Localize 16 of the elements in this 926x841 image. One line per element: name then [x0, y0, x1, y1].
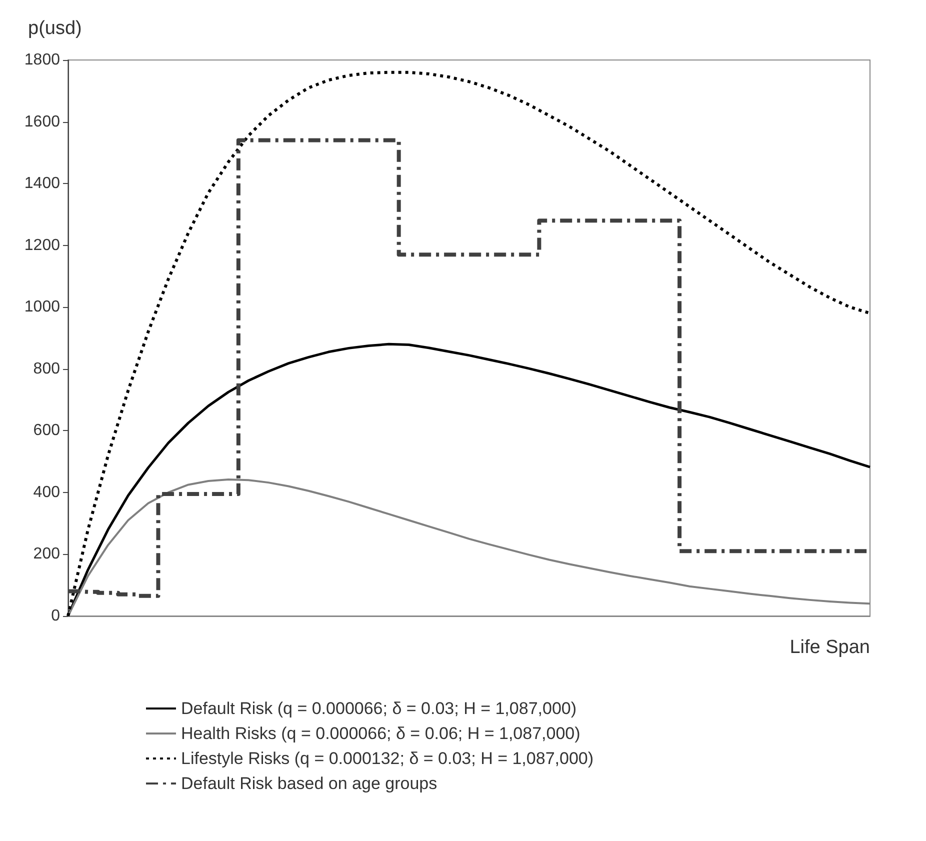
y-tick-label: 1000 — [24, 298, 60, 316]
x-axis-title: Life Span — [790, 637, 870, 658]
legend-label: Default Risk (q = 0.000066; δ = 0.03; H = 1,087,000) — [181, 699, 577, 718]
y-tick-label: 800 — [33, 360, 60, 378]
y-tick-label: 0 — [51, 608, 60, 624]
y-tick-label: 1600 — [24, 113, 60, 130]
y-tick-label: 600 — [33, 422, 60, 440]
legend-label: Health Risks (q = 0.000066; δ = 0.06; H = 1,087,000) — [181, 724, 580, 743]
legend-label: Default Risk based on age groups — [181, 774, 438, 793]
y-tick-label: 1400 — [24, 175, 60, 192]
y-axis-title: p(usd) — [28, 18, 82, 39]
y-tick-label: 1200 — [24, 236, 60, 254]
y-tick-label: 400 — [33, 484, 60, 501]
y-tick-label: 1800 — [24, 52, 60, 68]
legend-label: Lifestyle Risks (q = 0.000132; δ = 0.03; H = 1,087,000) — [181, 749, 594, 768]
y-tick-label: 200 — [33, 546, 60, 563]
